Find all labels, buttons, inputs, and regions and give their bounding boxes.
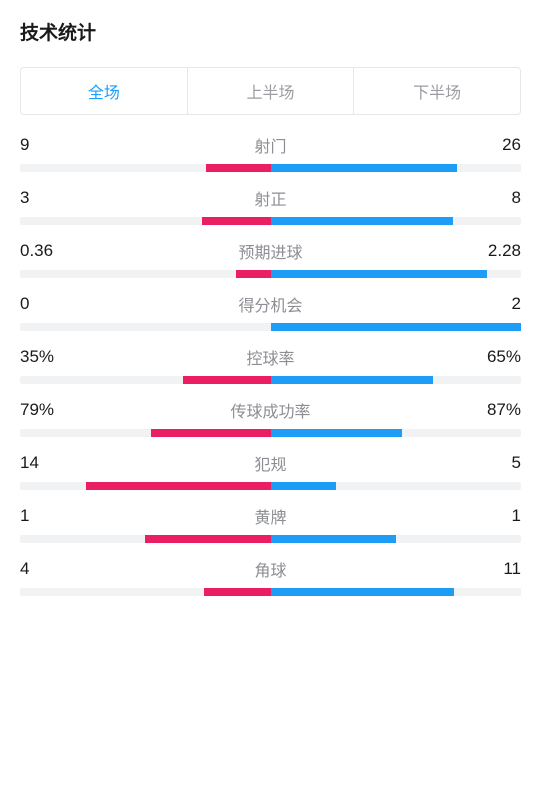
stat-bar	[20, 164, 521, 172]
stat-left-value: 14	[20, 453, 70, 473]
stat-left-value: 1	[20, 506, 70, 526]
stat-bar	[20, 270, 521, 278]
stat-name: 角球	[70, 557, 471, 581]
stat-left-value: 35%	[20, 347, 70, 367]
bar-left-fill	[86, 482, 271, 490]
stat-row: 3射正8	[20, 186, 521, 225]
bar-right-fill	[271, 535, 396, 543]
stat-right-value: 2	[471, 294, 521, 314]
stat-bar	[20, 429, 521, 437]
stat-left-value: 0.36	[20, 241, 70, 261]
stat-right-value: 1	[471, 506, 521, 526]
stat-row: 0.36预期进球2.28	[20, 239, 521, 278]
stat-name: 射正	[70, 186, 471, 210]
stat-row: 9射门26	[20, 133, 521, 172]
bar-right-fill	[271, 588, 455, 596]
stat-name: 犯规	[70, 451, 471, 475]
bar-left-fill	[183, 376, 271, 384]
bar-left-fill	[206, 164, 270, 172]
stat-left-value: 3	[20, 188, 70, 208]
stat-row: 35%控球率65%	[20, 345, 521, 384]
stat-bar	[20, 482, 521, 490]
stat-name: 传球成功率	[70, 398, 471, 422]
stat-bar	[20, 376, 521, 384]
bar-left-fill	[236, 270, 270, 278]
bar-left-fill	[151, 429, 270, 437]
bar-right-fill	[271, 429, 402, 437]
stat-row: 0得分机会2	[20, 292, 521, 331]
stat-right-value: 2.28	[471, 241, 521, 261]
stat-row: 1黄牌1	[20, 504, 521, 543]
stat-row: 4角球11	[20, 557, 521, 596]
stat-name: 控球率	[70, 345, 471, 369]
stats-list: 9射门26 3射正8 0.36预期进球2.28 0得分机会2 35%控球率65% 79%传…	[20, 133, 521, 596]
bar-right-fill	[271, 482, 337, 490]
bar-right-fill	[271, 217, 453, 225]
stat-left-value: 4	[20, 559, 70, 579]
tab-2[interactable]: 下半场	[354, 68, 520, 114]
stat-name: 得分机会	[70, 292, 471, 316]
stat-row: 79%传球成功率87%	[20, 398, 521, 437]
bar-left-fill	[202, 217, 270, 225]
stat-left-value: 0	[20, 294, 70, 314]
stat-left-value: 9	[20, 135, 70, 155]
stat-right-value: 5	[471, 453, 521, 473]
bar-right-fill	[271, 376, 434, 384]
tab-0[interactable]: 全场	[21, 68, 188, 114]
stat-right-value: 11	[471, 559, 521, 579]
stat-bar	[20, 535, 521, 543]
stat-name: 预期进球	[70, 239, 471, 263]
bar-right-fill	[271, 270, 487, 278]
bar-right-fill	[271, 164, 457, 172]
stat-name: 射门	[70, 133, 471, 157]
stat-right-value: 26	[471, 135, 521, 155]
stat-right-value: 65%	[471, 347, 521, 367]
period-tabs: 全场上半场下半场	[20, 67, 521, 115]
bar-right-fill	[271, 323, 522, 331]
stat-right-value: 87%	[471, 400, 521, 420]
stat-right-value: 8	[471, 188, 521, 208]
bar-left-fill	[145, 535, 270, 543]
stat-name: 黄牌	[70, 504, 471, 528]
stat-bar	[20, 588, 521, 596]
stat-bar	[20, 323, 521, 331]
tab-1[interactable]: 上半场	[188, 68, 355, 114]
stat-bar	[20, 217, 521, 225]
stat-row: 14犯规5	[20, 451, 521, 490]
stat-left-value: 79%	[20, 400, 70, 420]
bar-left-fill	[204, 588, 271, 596]
page-title: 技术统计	[20, 18, 521, 45]
